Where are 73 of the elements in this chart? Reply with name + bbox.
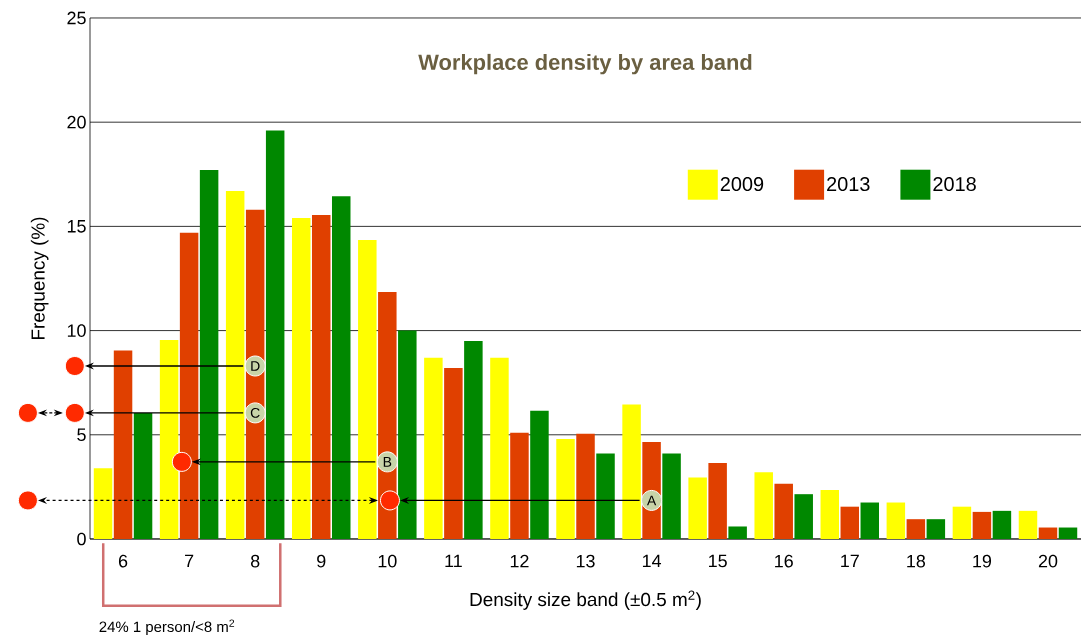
bar [510,432,529,539]
bar [1058,527,1078,539]
bar [1018,510,1038,539]
bar [886,502,906,539]
bar [312,214,331,539]
bar [774,483,793,539]
bar [794,494,813,539]
bar [332,196,351,539]
y-tick-label: 0 [77,532,86,546]
bar [576,433,595,539]
x-tick-label: 9 [317,554,326,568]
text: Workplace density by area band [418,53,752,75]
bar [926,519,946,539]
bar [688,477,707,539]
bar [952,506,972,539]
bar [754,472,773,539]
y-tick-label: 10 [67,324,86,337]
bar [708,462,727,539]
bar [992,510,1012,539]
x-tick-label: 12 [510,554,529,568]
bar [358,239,377,539]
annotation: A [646,495,657,506]
annotation: B [383,457,392,467]
legend-label: 2018 [933,177,976,192]
x-tick-label: 19 [973,554,992,568]
bar [728,526,747,539]
y-tick-label: 20 [67,115,86,129]
x-tick-label: 7 [185,554,194,568]
bar [860,502,880,539]
bar [662,453,681,539]
bar [424,357,443,539]
y-tick-label: 25 [67,11,86,25]
bar [1038,527,1058,539]
y-axis-title: Frequency (%) [30,217,49,339]
bar [444,368,463,539]
bar [556,438,575,539]
bar [972,511,992,539]
bar [93,468,113,539]
bar [906,519,926,539]
legend-label: 2009 [720,177,764,192]
bar [199,170,219,539]
x-tick-label: 8 [250,554,260,568]
x-tick-label: 15 [709,554,727,568]
legend-label: 2013 [827,177,870,192]
x-tick-label: 16 [775,554,793,568]
x-tick-label: 20 [1038,554,1058,568]
x-tick-label: 11 [445,554,462,568]
bar [820,490,840,539]
bar [840,506,860,539]
text: 24% 1 person/<8 m$^{2}$ [99,619,235,636]
bar [133,412,153,539]
y-tick-label: 5 [77,428,86,442]
x-tick-label: 18 [907,554,926,568]
bar [225,190,245,539]
x-tick-label: 10 [378,554,397,568]
x-tick-label: 17 [841,554,859,568]
bar [292,218,311,539]
y-tick-label: 15 [67,220,86,233]
bar [159,339,179,539]
annotation: D [251,361,260,371]
x-tick-label: 13 [576,554,595,568]
x-tick-label: 14 [642,554,662,568]
bar [596,453,615,539]
annotation: C [250,407,260,418]
bar [622,404,641,539]
bar [490,357,509,539]
bar [464,341,483,539]
bar [530,410,549,539]
bar [265,130,285,539]
bar [398,330,417,539]
x-tick-label: 6 [118,554,128,568]
x-axis-title: Density size band (±0.5 m$^{2}$) [470,590,701,610]
bar [113,350,133,539]
